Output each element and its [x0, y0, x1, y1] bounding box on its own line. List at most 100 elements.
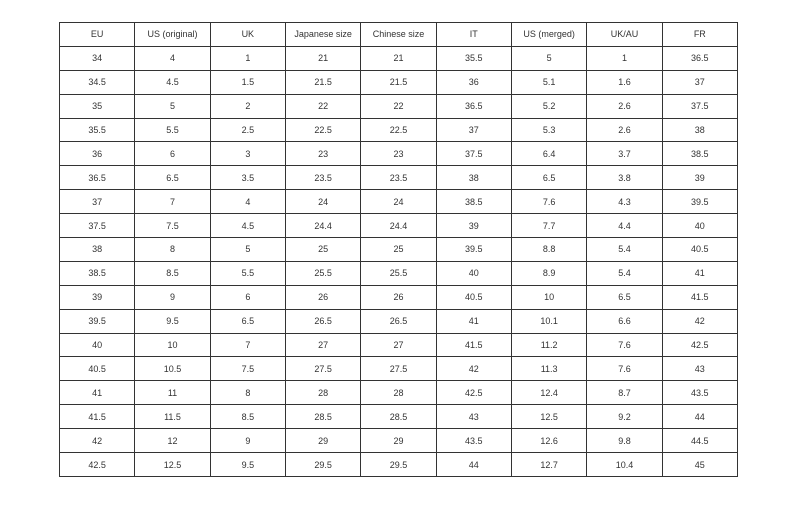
table-cell: 4.3 — [586, 189, 663, 215]
table-cell: 37.5 — [58, 213, 136, 239]
table-cell: 25.5 — [360, 260, 437, 286]
table-cell: 37.5 — [435, 141, 512, 167]
table-cell: 34.5 — [58, 69, 136, 95]
table-cell: 12.4 — [510, 380, 588, 406]
table-cell: 23 — [284, 141, 362, 167]
table-cell: 4.5 — [134, 69, 211, 95]
table-cell: 2.5 — [209, 117, 286, 143]
table-cell: 26.5 — [284, 308, 362, 334]
table-cell: 26 — [284, 284, 362, 310]
table-cell: 29 — [360, 428, 437, 454]
table-cell: 7.6 — [586, 332, 663, 358]
table-cell: 25.5 — [284, 260, 362, 286]
table-cell: 23.5 — [284, 165, 362, 191]
table-cell: 24.4 — [284, 213, 362, 239]
table-cell: 22.5 — [284, 117, 362, 143]
table-row: 37.5 7.5 4.5 24.4 24.4 39 7.7 4.4 40 — [58, 213, 739, 239]
table-cell: 10.5 — [134, 356, 211, 382]
table-cell: 9.5 — [209, 452, 286, 477]
table-cell: 41 — [661, 260, 739, 286]
table-cell: 40 — [661, 213, 739, 239]
size-conversion-table: EU US (original) UK Japanese size Chinese si… — [58, 22, 739, 477]
table-cell: 5.5 — [209, 260, 286, 286]
table-cell: 43.5 — [435, 428, 512, 454]
table-cell: 6.5 — [134, 165, 211, 191]
table-cell: 36.5 — [58, 165, 136, 191]
table-cell: 6 — [134, 141, 211, 167]
table-cell: 40.5 — [661, 237, 739, 262]
table-cell: 21 — [360, 45, 437, 71]
table-cell: 39 — [661, 165, 739, 191]
table-cell: 5 — [209, 237, 286, 262]
table-cell: 45 — [661, 452, 739, 477]
table-cell: 22.5 — [360, 117, 437, 143]
table-cell: 41 — [435, 308, 512, 334]
header-row: EU US (original) UK Japanese size Chinese si… — [58, 22, 739, 47]
table-cell: 1 — [209, 45, 286, 71]
table-cell: 9 — [209, 428, 286, 454]
table-cell: 11.3 — [510, 356, 588, 382]
column-header: IT — [435, 22, 512, 47]
table-cell: 39.5 — [661, 189, 739, 215]
table-cell: 27.5 — [360, 356, 437, 382]
table-row: 41.5 11.5 8.5 28.5 28.5 43 12.5 9.2 44 — [58, 404, 739, 430]
table-row: 34 4 1 21 21 35.5 5 1 36.5 — [58, 45, 739, 71]
table-row: 35.5 5.5 2.5 22.5 22.5 37 5.3 2.6 38 — [58, 117, 739, 143]
column-header: Chinese size — [360, 22, 437, 47]
table-cell: 10.4 — [586, 452, 663, 477]
table-cell: 5.5 — [134, 117, 211, 143]
table-cell: 42.5 — [435, 380, 512, 406]
table-cell: 29.5 — [360, 452, 437, 477]
table-cell: 29.5 — [284, 452, 362, 477]
table-cell: 10 — [134, 332, 211, 358]
table-cell: 44.5 — [661, 428, 739, 454]
table-cell: 37.5 — [661, 93, 739, 119]
table-row: 42.5 12.5 9.5 29.5 29.5 44 12.7 10.4 45 — [58, 452, 739, 477]
table-cell: 36.5 — [661, 45, 739, 71]
table-cell: 3.8 — [586, 165, 663, 191]
table-cell: 8.5 — [209, 404, 286, 430]
table-cell: 40 — [58, 332, 136, 358]
table-cell: 28 — [284, 380, 362, 406]
table-row: 40 10 7 27 27 41.5 11.2 7.6 42.5 — [58, 332, 739, 358]
column-header: UK — [209, 22, 286, 47]
table-row: 36.5 6.5 3.5 23.5 23.5 38 6.5 3.8 39 — [58, 165, 739, 191]
table-cell: 28.5 — [360, 404, 437, 430]
table-cell: 2 — [209, 93, 286, 119]
table-cell: 26 — [360, 284, 437, 310]
table-cell: 5.3 — [510, 117, 588, 143]
table-cell: 12 — [134, 428, 211, 454]
table-cell: 40.5 — [435, 284, 512, 310]
table-cell: 9.5 — [134, 308, 211, 334]
table-cell: 10.1 — [510, 308, 588, 334]
table-cell: 5 — [510, 45, 588, 71]
table-cell: 5.2 — [510, 93, 588, 119]
table-cell: 8.8 — [510, 237, 588, 262]
table-row: 42 12 9 29 29 43.5 12.6 9.8 44.5 — [58, 428, 739, 454]
table-cell: 38 — [58, 237, 136, 262]
table-row: 38 8 5 25 25 39.5 8.8 5.4 40.5 — [58, 237, 739, 262]
table-cell: 40 — [435, 260, 512, 286]
table-row: 34.5 4.5 1.5 21.5 21.5 36 5.1 1.6 37 — [58, 69, 739, 95]
table-cell: 39 — [58, 284, 136, 310]
table-cell: 24 — [284, 189, 362, 215]
table-cell: 42.5 — [661, 332, 739, 358]
table-cell: 37 — [661, 69, 739, 95]
table-cell: 43 — [435, 404, 512, 430]
table-cell: 24 — [360, 189, 437, 215]
table-cell: 43 — [661, 356, 739, 382]
column-header: UK/AU — [586, 22, 663, 47]
table-cell: 43.5 — [661, 380, 739, 406]
table-cell: 36 — [58, 141, 136, 167]
table-cell: 12.6 — [510, 428, 588, 454]
table-row: 36 6 3 23 23 37.5 6.4 3.7 38.5 — [58, 141, 739, 167]
table-body: 34 4 1 21 21 35.5 5 1 36.5 34.5 4.5 1.5 21.5 21.5 36 5.… — [58, 45, 739, 477]
table-cell: 38.5 — [661, 141, 739, 167]
table-cell: 12.5 — [510, 404, 588, 430]
table-cell: 37 — [435, 117, 512, 143]
table-cell: 41.5 — [58, 404, 136, 430]
table-cell: 12.5 — [134, 452, 211, 477]
table-cell: 34 — [58, 45, 136, 71]
table-cell: 39.5 — [58, 308, 136, 334]
table-cell: 2.6 — [586, 117, 663, 143]
